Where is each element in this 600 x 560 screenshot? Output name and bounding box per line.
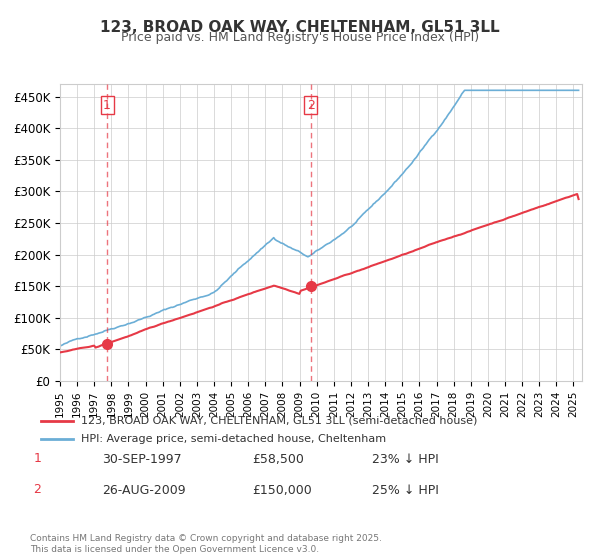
- Text: 123, BROAD OAK WAY, CHELTENHAM, GL51 3LL: 123, BROAD OAK WAY, CHELTENHAM, GL51 3LL: [100, 20, 500, 35]
- Text: 25% ↓ HPI: 25% ↓ HPI: [372, 484, 439, 497]
- Text: Price paid vs. HM Land Registry's House Price Index (HPI): Price paid vs. HM Land Registry's House …: [121, 31, 479, 44]
- Text: 23% ↓ HPI: 23% ↓ HPI: [372, 452, 439, 466]
- Text: Contains HM Land Registry data © Crown copyright and database right 2025.
This d: Contains HM Land Registry data © Crown c…: [30, 534, 382, 554]
- Text: 26-AUG-2009: 26-AUG-2009: [102, 484, 185, 497]
- Text: 1: 1: [103, 99, 111, 112]
- Text: 2: 2: [34, 483, 41, 496]
- Text: 123, BROAD OAK WAY, CHELTENHAM, GL51 3LL (semi-detached house): 123, BROAD OAK WAY, CHELTENHAM, GL51 3LL…: [82, 416, 478, 426]
- Text: 30-SEP-1997: 30-SEP-1997: [102, 452, 182, 466]
- Text: HPI: Average price, semi-detached house, Cheltenham: HPI: Average price, semi-detached house,…: [82, 434, 386, 444]
- Text: 1: 1: [34, 452, 41, 465]
- Text: £58,500: £58,500: [252, 452, 304, 466]
- Text: 2: 2: [307, 99, 314, 112]
- Text: £150,000: £150,000: [252, 484, 312, 497]
